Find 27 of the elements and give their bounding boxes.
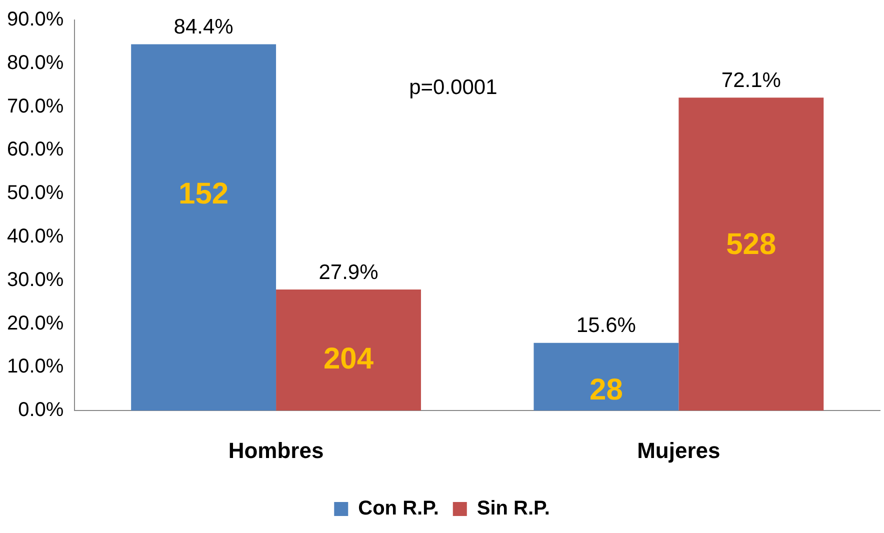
data-label: 72.1% <box>721 68 781 92</box>
x-tick-label: Hombres <box>228 438 324 463</box>
y-tick-label: 10.0% <box>6 356 64 378</box>
bar <box>534 342 679 411</box>
y-tick-label: 80.0% <box>6 52 64 74</box>
bar <box>678 98 824 411</box>
annotation: 152 <box>178 178 229 211</box>
data-label: 15.6% <box>576 314 636 338</box>
annotation: 28 <box>590 373 623 406</box>
y-tick-label: 70.0% <box>6 95 64 118</box>
data-label: 84.4% <box>174 16 234 39</box>
y-tick-label: 60.0% <box>6 138 64 161</box>
y-tick-label: 30.0% <box>6 268 64 291</box>
y-tick-label: 0.0% <box>18 399 64 422</box>
y-tick-label: 40.0% <box>6 226 64 248</box>
legend-label: Con R.P. <box>358 498 439 520</box>
y-tick-label: 90.0% <box>6 8 64 31</box>
annotation: 204 <box>323 342 374 376</box>
x-tick-label: Mujeres <box>637 438 720 463</box>
legend-label: Sin R.P. <box>476 498 550 520</box>
annotation: p=0.0001 <box>409 76 498 99</box>
y-tick-label: 50.0% <box>6 182 64 204</box>
bar <box>276 290 421 411</box>
bar <box>131 44 276 411</box>
y-tick-label: 20.0% <box>6 312 64 334</box>
annotation: 528 <box>726 228 776 261</box>
data-label: 27.9% <box>318 260 378 284</box>
